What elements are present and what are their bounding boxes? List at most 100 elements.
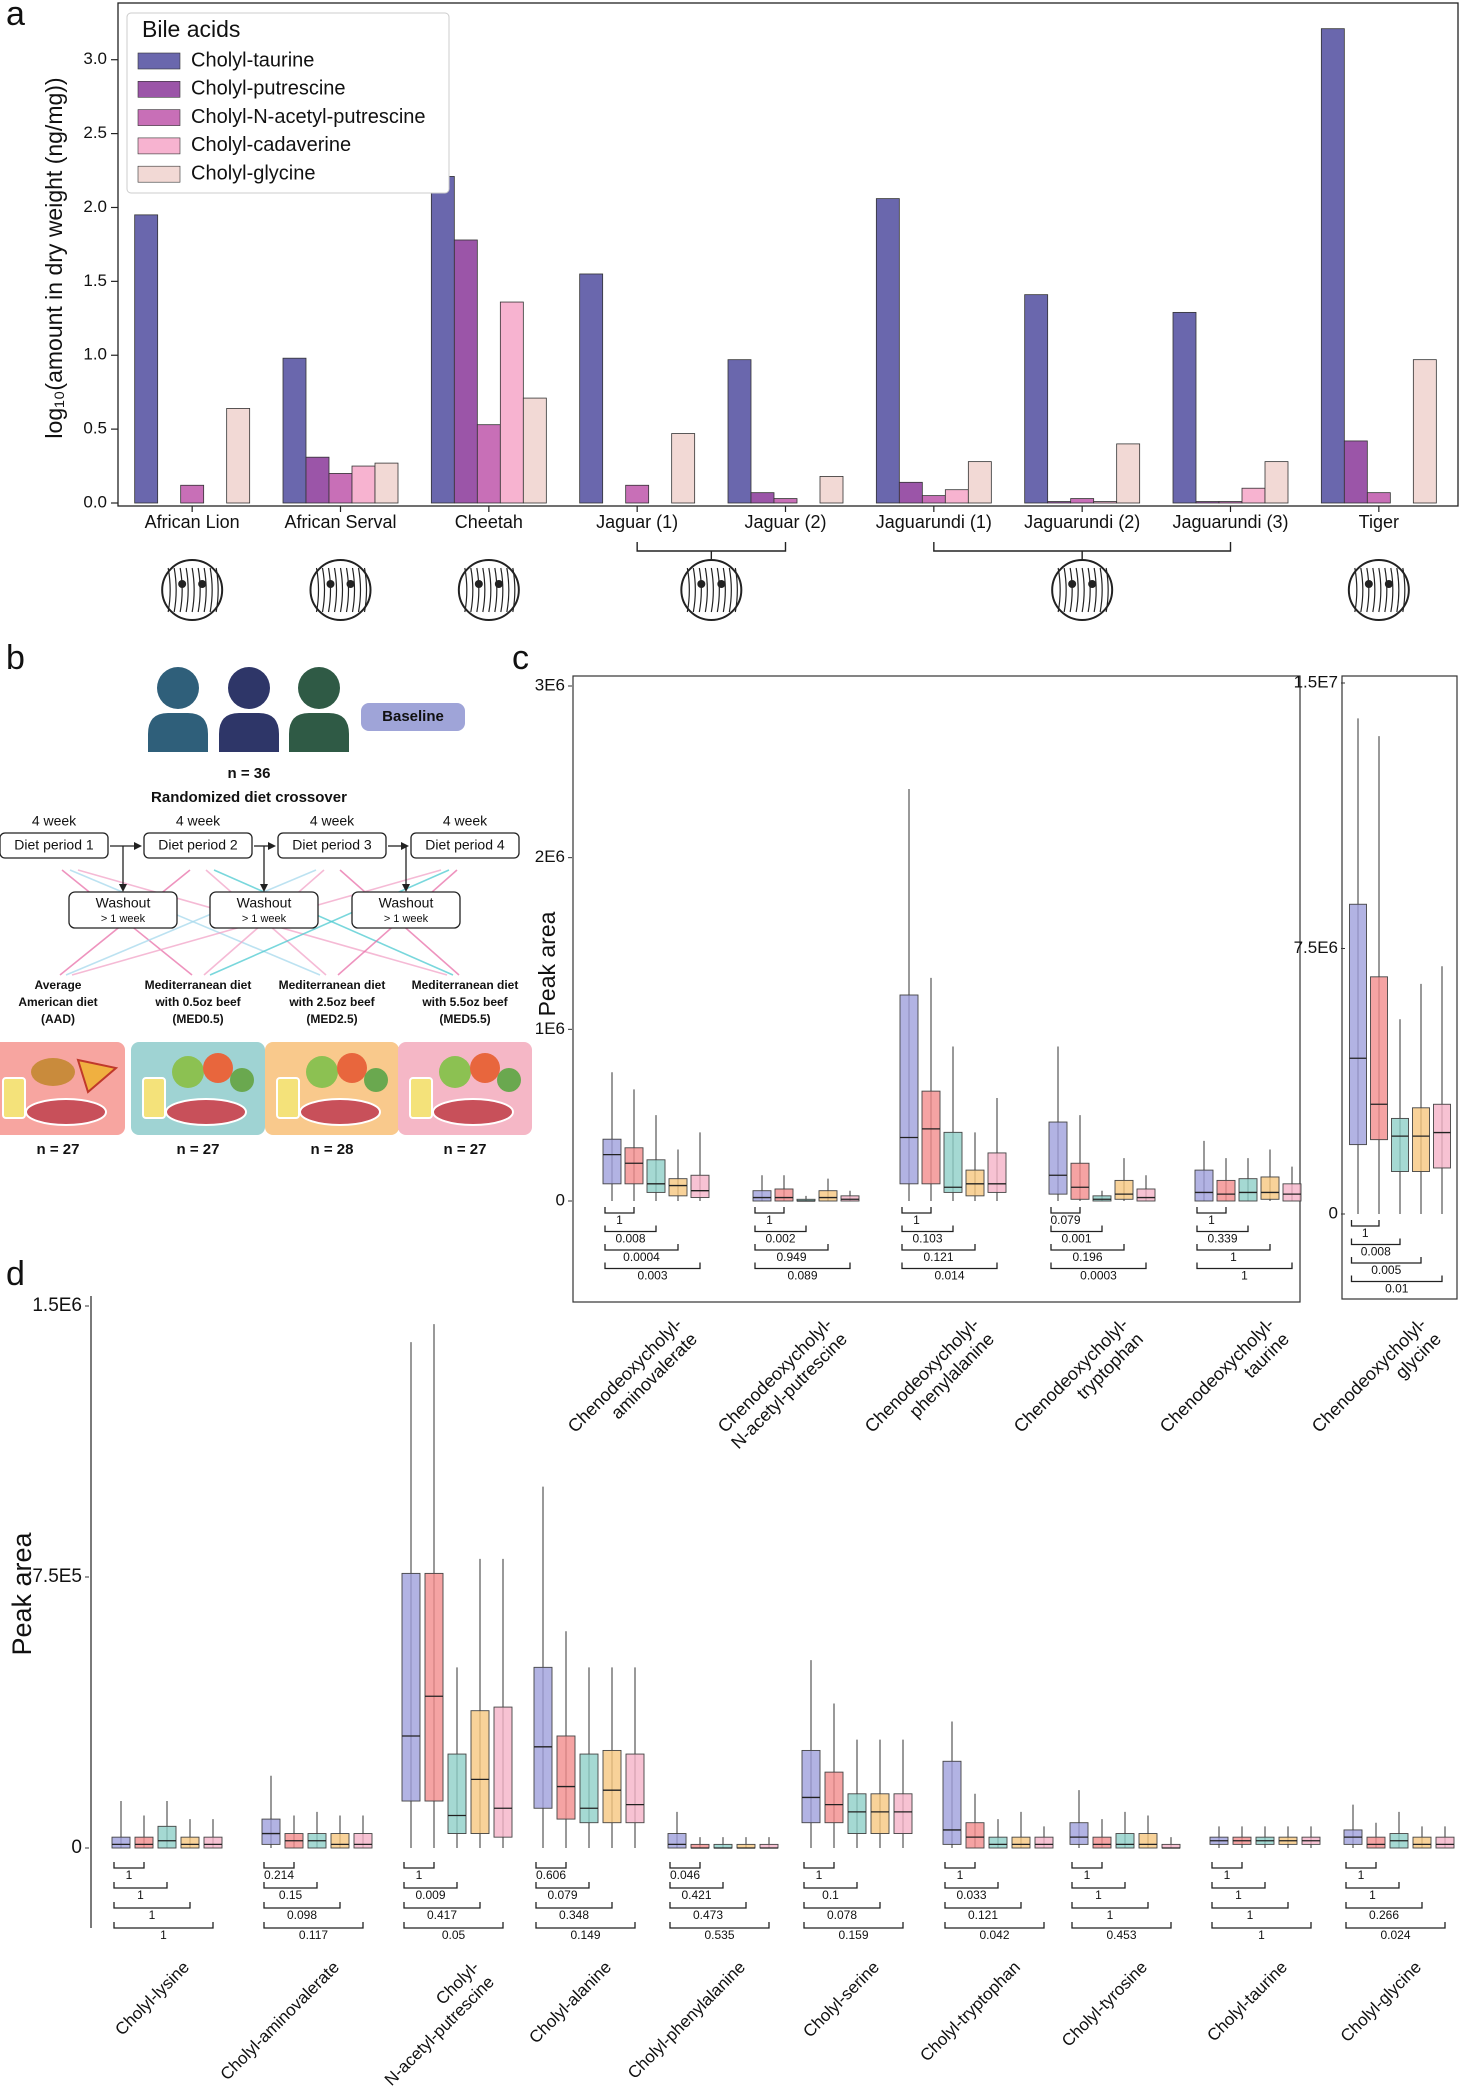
comparison-bracket — [669, 1862, 701, 1869]
bar — [898, 481, 923, 504]
comparison-bracket — [754, 1225, 807, 1233]
food-veg — [439, 1056, 471, 1088]
bar — [351, 465, 376, 504]
period-duration: 4 week — [32, 813, 77, 829]
box-body — [180, 1836, 200, 1849]
icon-stroke — [1093, 567, 1097, 613]
washout-box — [209, 891, 319, 929]
box-body — [261, 1818, 281, 1845]
food-glass — [142, 1077, 166, 1119]
legend-swatch — [137, 109, 181, 126]
animal-icon — [1347, 559, 1410, 621]
icon-eye — [474, 580, 483, 588]
person-head — [298, 667, 340, 709]
icon-stroke — [345, 567, 350, 613]
p-value: 0.453 — [1106, 1928, 1136, 1942]
animal-icon — [457, 559, 520, 621]
x-tick-label: African Lion — [145, 512, 240, 532]
legend-swatch — [137, 81, 181, 98]
icon-eye — [697, 580, 706, 588]
p-value: 0.117 — [299, 1928, 328, 1942]
p-value: 1 — [1095, 1888, 1102, 1902]
person-body — [219, 713, 279, 752]
box-body — [752, 1190, 772, 1202]
box-body — [646, 1159, 666, 1193]
box-body — [893, 1793, 913, 1834]
bar — [134, 214, 159, 504]
comparison-bracket — [1211, 1882, 1266, 1889]
x-tick-label: Jaguarundi (2) — [1024, 512, 1140, 532]
comparison-bracket — [263, 1882, 318, 1889]
comparison-bracket — [669, 1922, 770, 1929]
bar — [1172, 311, 1197, 504]
plot-frame — [117, 2, 1459, 507]
comparison-bracket — [803, 1882, 858, 1889]
period-label: Diet period 2 — [158, 837, 238, 853]
p-value: 1 — [1247, 1908, 1254, 1922]
y-tick-label: 1E6 — [535, 1019, 565, 1038]
p-value: 1 — [816, 1868, 823, 1882]
y-tick-label: 0 — [1329, 1203, 1338, 1222]
comparison-bracket — [669, 1902, 747, 1909]
bar — [1366, 492, 1391, 504]
food-veg — [337, 1053, 367, 1083]
box-body — [1011, 1836, 1031, 1849]
washout-box — [351, 891, 461, 929]
icon-stroke — [464, 567, 468, 613]
icon-stroke — [494, 567, 498, 613]
comparison-bracket — [1196, 1225, 1249, 1233]
icon-stroke — [488, 567, 492, 613]
box-body — [942, 1760, 962, 1845]
p-value: 0.014 — [934, 1269, 964, 1283]
p-value: 0.079 — [547, 1888, 577, 1902]
bar — [374, 462, 399, 504]
y-tick-label: 3E6 — [535, 675, 565, 694]
comparison-bracket — [535, 1922, 636, 1929]
p-value: 0.149 — [570, 1928, 600, 1942]
box-body — [1349, 903, 1367, 1146]
p-value: 0.348 — [559, 1908, 589, 1922]
animal-icon — [680, 559, 743, 621]
icon-stroke — [500, 567, 504, 613]
diet-n: n = 27 — [444, 1141, 487, 1158]
icon-stroke — [191, 567, 195, 613]
comparison-bracket — [1050, 1262, 1147, 1270]
diet-label: (MED5.5) — [439, 1012, 490, 1026]
icon-stroke — [1378, 567, 1382, 613]
food-pizza — [76, 1058, 119, 1094]
p-value: 0.121 — [923, 1250, 953, 1264]
food-veg — [306, 1056, 338, 1088]
baseline-label: Baseline — [382, 708, 444, 725]
bar — [1047, 501, 1072, 504]
animal-icon — [161, 559, 224, 621]
icon-stroke — [1372, 567, 1376, 613]
p-value: 0.417 — [427, 1908, 457, 1922]
period-duration: 4 week — [443, 813, 488, 829]
diet-label: with 5.5oz beef — [421, 995, 508, 1009]
icon-stroke — [1396, 567, 1400, 613]
x-tick-label: Jaguar (2) — [744, 512, 826, 532]
comparison-bracket — [1345, 1862, 1377, 1869]
p-value: 1 — [137, 1888, 144, 1902]
food-veg — [230, 1068, 254, 1092]
box-body — [1391, 1117, 1409, 1172]
p-value: 1 — [1258, 1928, 1265, 1942]
bar — [453, 239, 478, 504]
icon-outline — [161, 559, 224, 621]
icon-stroke — [173, 567, 177, 613]
x-tick-label: Tiger — [1359, 512, 1399, 532]
p-value: 1 — [1362, 1226, 1369, 1240]
comparison-bracket — [803, 1902, 881, 1909]
box-body — [1034, 1836, 1054, 1849]
icon-eye — [346, 580, 355, 588]
icon-stroke — [722, 567, 726, 613]
p-value: 0.008 — [1361, 1245, 1391, 1259]
bar — [305, 456, 330, 504]
bar — [1070, 498, 1095, 504]
comparison-bracket — [754, 1262, 851, 1270]
legend-label: Cholyl-glycine — [191, 162, 316, 184]
legend-swatch — [137, 137, 181, 155]
p-value: 0.339 — [1207, 1232, 1237, 1246]
p-value: 0.214 — [264, 1868, 294, 1882]
